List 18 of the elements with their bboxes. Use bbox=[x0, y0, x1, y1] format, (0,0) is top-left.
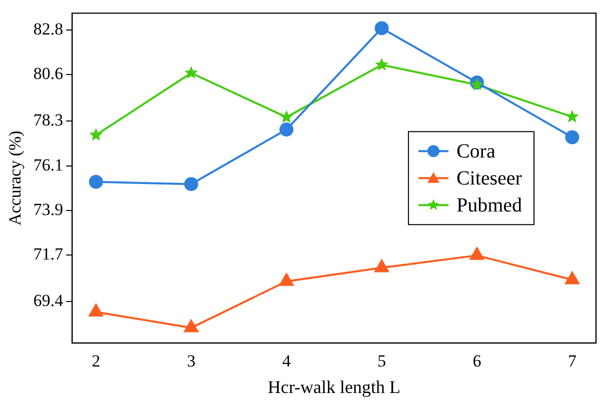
x-tick-label: 7 bbox=[568, 352, 577, 371]
x-tick-label: 4 bbox=[282, 352, 292, 371]
y-tick-label: 69.4 bbox=[33, 291, 64, 310]
legend-label: Pubmed bbox=[456, 194, 522, 216]
y-tick-label: 82.8 bbox=[33, 19, 64, 38]
x-axis-title: Hcr-walk length L bbox=[268, 376, 400, 397]
y-tick-label: 80.6 bbox=[33, 64, 64, 84]
y-tick-label: 71.7 bbox=[33, 244, 64, 264]
x-tick-label: 6 bbox=[472, 352, 482, 371]
y-axis-title: Accuracy (%) bbox=[6, 130, 25, 226]
y-tick-label: 73.9 bbox=[33, 200, 64, 219]
legend-label: Citeseer bbox=[456, 167, 522, 190]
x-tick-label: 3 bbox=[186, 352, 196, 371]
y-tick-label: 78.3 bbox=[33, 110, 64, 130]
x-tick-label: 2 bbox=[92, 352, 100, 371]
y-tick-label: 76.1 bbox=[33, 155, 64, 174]
x-tick-label: 5 bbox=[377, 352, 386, 371]
legend-label: Cora bbox=[456, 140, 496, 162]
